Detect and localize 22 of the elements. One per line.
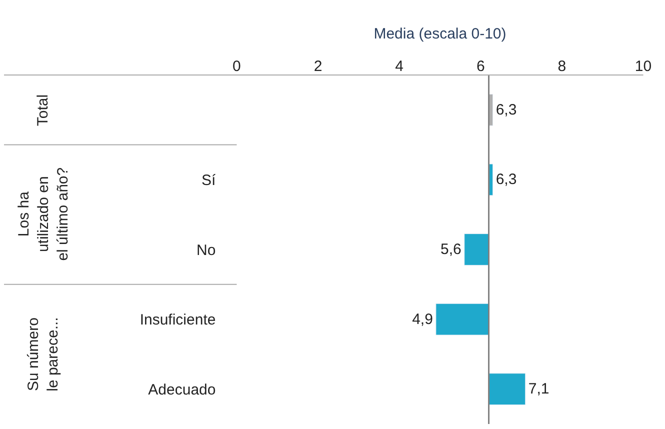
data-label: 6,3: [496, 171, 517, 188]
y-tick-label: Adecuado: [148, 381, 216, 398]
bar: [464, 234, 490, 266]
y-tick-label: Insuficiente: [140, 312, 216, 329]
data-label: 7,1: [528, 380, 550, 398]
bar: [436, 303, 490, 336]
bar: [488, 373, 526, 406]
y-tick-label: No: [196, 242, 216, 259]
data-label: 4,9: [412, 310, 433, 328]
x-tick-label: 8: [558, 58, 566, 75]
x-tick-label: 10: [634, 58, 652, 75]
data-label: 5,6: [440, 241, 462, 258]
x-tick-label: 2: [314, 58, 322, 75]
text: Su número le parece...: [24, 317, 62, 392]
data-label: 6,3: [496, 101, 517, 118]
x-tick-label: 4: [395, 58, 404, 75]
y-tick-label: Sí: [202, 172, 217, 189]
text: Total: [34, 94, 52, 126]
text: Los ha utilizado en el último año?: [16, 167, 72, 261]
x-axis-title: Media (escala 0-10): [374, 25, 506, 42]
x-tick-label: 6: [476, 58, 485, 75]
x-tick-label: 0: [232, 58, 241, 75]
